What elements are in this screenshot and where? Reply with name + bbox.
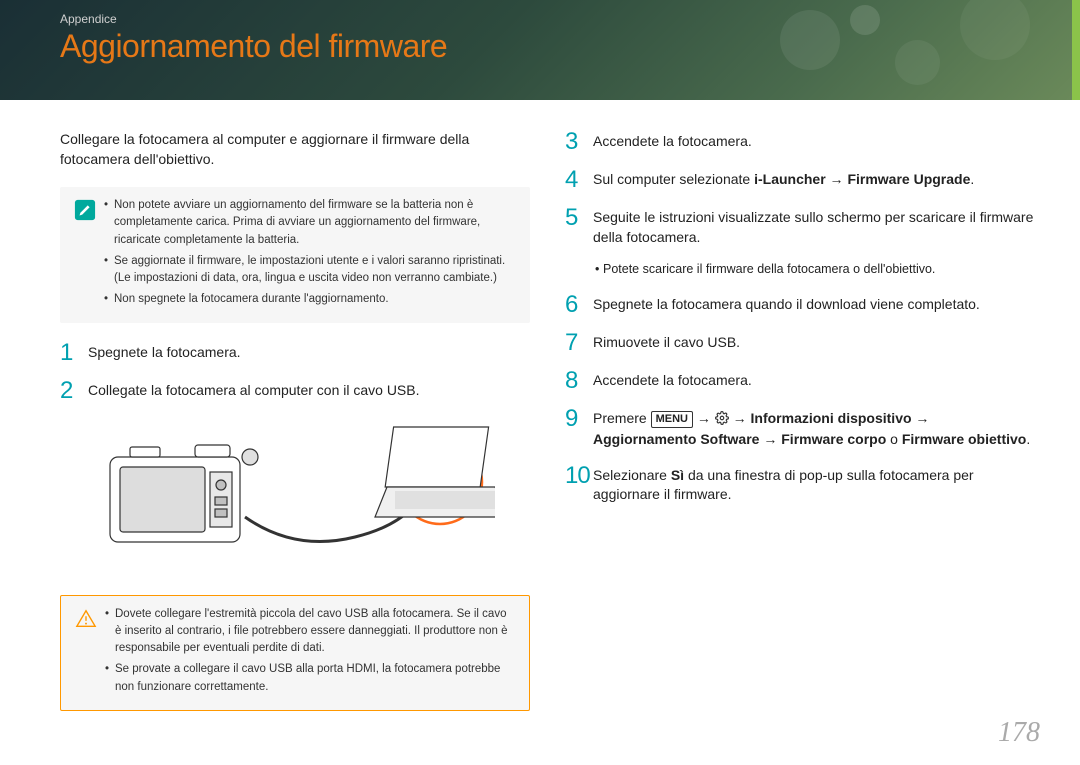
step-number: 7 <box>565 331 593 355</box>
intro-text: Collegare la fotocamera al computer e ag… <box>60 130 530 169</box>
left-column: Collegare la fotocamera al computer e ag… <box>60 130 530 729</box>
info-callout: Non potete avviare un aggiornamento del … <box>60 187 530 323</box>
step-number: 4 <box>565 168 593 192</box>
step-text: Accendete la fotocamera. <box>593 130 752 152</box>
step-number: 6 <box>565 293 593 317</box>
content: Collegare la fotocamera al computer e ag… <box>0 100 1080 729</box>
step-text: Spegnete la fotocamera. <box>88 341 241 363</box>
step-number: 8 <box>565 369 593 393</box>
warning-item: Dovete collegare l'estremità piccola del… <box>105 606 515 658</box>
step-text: Seguite le istruzioni visualizzate sullo… <box>593 206 1035 247</box>
step-text: Selezionare Sì da una finestra di pop-up… <box>593 464 1035 505</box>
step-7: 7 Rimuovete il cavo USB. <box>565 331 1035 355</box>
step-6: 6 Spegnete la fotocamera quando il downl… <box>565 293 1035 317</box>
step-number: 2 <box>60 379 88 403</box>
step-number: 3 <box>565 130 593 154</box>
warning-item: Se provate a collegare il cavo USB alla … <box>105 661 515 696</box>
page-number: 178 <box>998 717 1040 749</box>
info-item: Non spegnete la fotocamera durante l'agg… <box>104 291 516 308</box>
step-10: 10 Selezionare Sì da una finestra di pop… <box>565 464 1035 505</box>
warning-list: Dovete collegare l'estremità piccola del… <box>105 606 515 700</box>
info-item: Se aggiornate il firmware, le impostazio… <box>104 253 516 288</box>
step-1: 1 Spegnete la fotocamera. <box>60 341 530 365</box>
step-number: 5 <box>565 206 593 230</box>
page-header: Appendice Aggiornamento del firmware <box>0 0 1080 100</box>
step-4: 4 Sul computer selezionate i-Launcher → … <box>565 168 1035 192</box>
step-text: Sul computer selezionate i-Launcher → Fi… <box>593 168 974 190</box>
pencil-icon <box>74 197 104 313</box>
page-title: Aggiornamento del firmware <box>60 28 1020 65</box>
warning-icon <box>75 606 105 700</box>
step-3: 3 Accendete la fotocamera. <box>565 130 1035 154</box>
step-text: Collegate la fotocamera al computer con … <box>88 379 420 401</box>
step-text: Spegnete la fotocamera quando il downloa… <box>593 293 980 315</box>
step-text: Rimuovete il cavo USB. <box>593 331 740 353</box>
step-text: Accendete la fotocamera. <box>593 369 752 391</box>
step-5: 5 Seguite le istruzioni visualizzate sul… <box>565 206 1035 247</box>
right-column: 3 Accendete la fotocamera. 4 Sul compute… <box>565 130 1035 729</box>
step-8: 8 Accendete la fotocamera. <box>565 369 1035 393</box>
step-number: 9 <box>565 407 593 431</box>
step-number: 10 <box>565 464 593 488</box>
info-item: Non potete avviare un aggiornamento del … <box>104 197 516 249</box>
step-text: Premere MENU → → Informazioni dispositiv… <box>593 407 1035 450</box>
step-5-sub: Potete scaricare il firmware della fotoc… <box>565 261 1035 279</box>
step-2: 2 Collegate la fotocamera al computer co… <box>60 379 530 403</box>
warning-callout: Dovete collegare l'estremità piccola del… <box>60 595 530 711</box>
step-number: 1 <box>60 341 88 365</box>
info-list: Non potete avviare un aggiornamento del … <box>104 197 516 313</box>
usb-connection-illustration: USB <box>60 417 530 577</box>
step-9: 9 Premere MENU → → Informazioni disposit… <box>565 407 1035 450</box>
